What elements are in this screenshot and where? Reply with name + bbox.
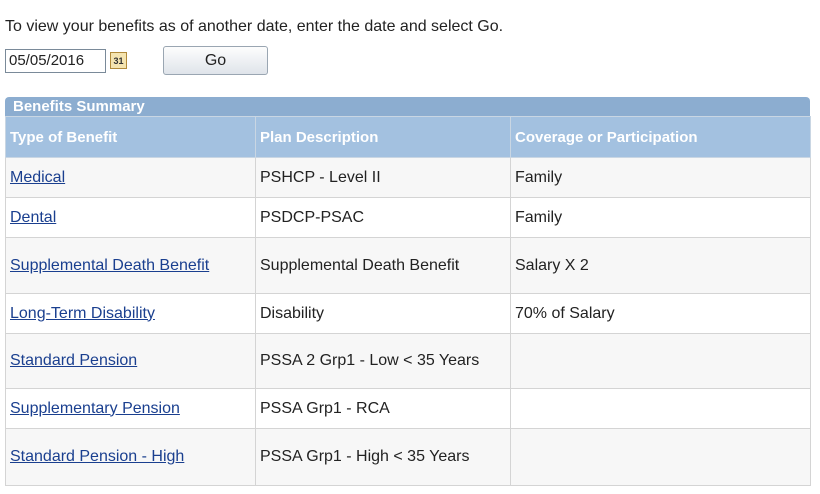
column-header: Coverage or Participation	[510, 116, 811, 158]
table-row: Supplementary Pension PSSA Grp1 - RCA	[5, 388, 811, 429]
column-header: Type of Benefit	[5, 116, 256, 158]
benefit-link[interactable]: Medical	[10, 168, 66, 186]
benefit-link[interactable]: Dental	[10, 208, 57, 226]
table-cell: PSSA Grp1 - RCA	[255, 388, 511, 429]
cell-text: Family	[515, 168, 563, 186]
table-cell: Medical	[5, 157, 256, 198]
cell-text: PSSA 2 Grp1 - Low < 35 Years	[260, 352, 480, 369]
benefit-link[interactable]: Standard Pension - High	[10, 448, 185, 465]
benefit-link[interactable]: Long-Term Disability	[10, 304, 155, 322]
table-cell: PSDCP-PSAC	[255, 197, 511, 238]
date-input[interactable]: 05/05/2016	[5, 49, 106, 73]
table-row: Long-Term Disability Disability 70% of Sal…	[5, 293, 811, 334]
table-cell: Salary X 2	[510, 237, 811, 294]
go-button[interactable]: Go	[163, 46, 268, 75]
table-body: Medical PSHCP - Level II Family Dental PSDCP…	[5, 157, 811, 486]
table-cell: PSSA 2 Grp1 - Low < 35 Years	[255, 333, 511, 389]
table-cell: Disability	[255, 293, 511, 334]
table-row: Standard Pension PSSA 2 Grp1 - Low < 35 Y…	[5, 333, 811, 389]
table-cell: 70% of Salary	[510, 293, 811, 334]
table-cell: PSHCP - Level II	[255, 157, 511, 198]
benefits-table: Type of Benefit Plan Description Coverage …	[5, 116, 811, 486]
table-row: Medical PSHCP - Level II Family	[5, 157, 811, 198]
table-cell: Standard Pension - High	[5, 428, 256, 486]
table-cell	[510, 333, 811, 389]
column-header: Plan Description	[255, 116, 511, 158]
table-cell: Long-Term Disability	[5, 293, 256, 334]
benefit-link[interactable]: Supplementary Pension	[10, 399, 180, 417]
header-row: Type of Benefit Plan Description Coverage …	[5, 116, 811, 158]
cell-text: Salary X 2	[515, 256, 589, 274]
benefit-link[interactable]: Supplemental Death Benefit	[10, 256, 210, 274]
table-row: Standard Pension - High PSSA Grp1 - High …	[5, 428, 811, 486]
table-cell: Supplementary Pension	[5, 388, 256, 429]
calendar-button[interactable]: 31	[110, 52, 127, 69]
table-title: Benefits Summary	[5, 97, 810, 116]
table-row: Supplemental Death Benefit Supplemental D…	[5, 237, 811, 294]
table-cell: Dental	[5, 197, 256, 238]
table-row: Dental PSDCP-PSAC Family	[5, 197, 811, 238]
cell-text: PSHCP - Level II	[260, 168, 381, 186]
cell-text: PSSA Grp1 - RCA	[260, 399, 390, 417]
cell-text: 70% of Salary	[515, 304, 615, 322]
table-cell: Family	[510, 197, 811, 238]
cell-text: Family	[515, 208, 563, 226]
cell-text: Supplemental Death Benefit	[260, 256, 460, 274]
cell-text: PSSA Grp1 - High < 35 Years	[260, 448, 470, 465]
cell-text: Disability	[260, 304, 325, 322]
table-cell: Supplemental Death Benefit	[255, 237, 511, 294]
instruction: To view your benefits as of another date…	[5, 18, 504, 35]
table-cell	[510, 388, 811, 429]
table-cell: Standard Pension	[5, 333, 256, 389]
cell-text: PSDCP-PSAC	[260, 208, 365, 226]
benefit-link[interactable]: Standard Pension	[10, 352, 138, 369]
table-cell	[510, 428, 811, 486]
table-cell: PSSA Grp1 - High < 35 Years	[255, 428, 511, 486]
table-cell: Supplemental Death Benefit	[5, 237, 256, 294]
table-cell: Family	[510, 157, 811, 198]
